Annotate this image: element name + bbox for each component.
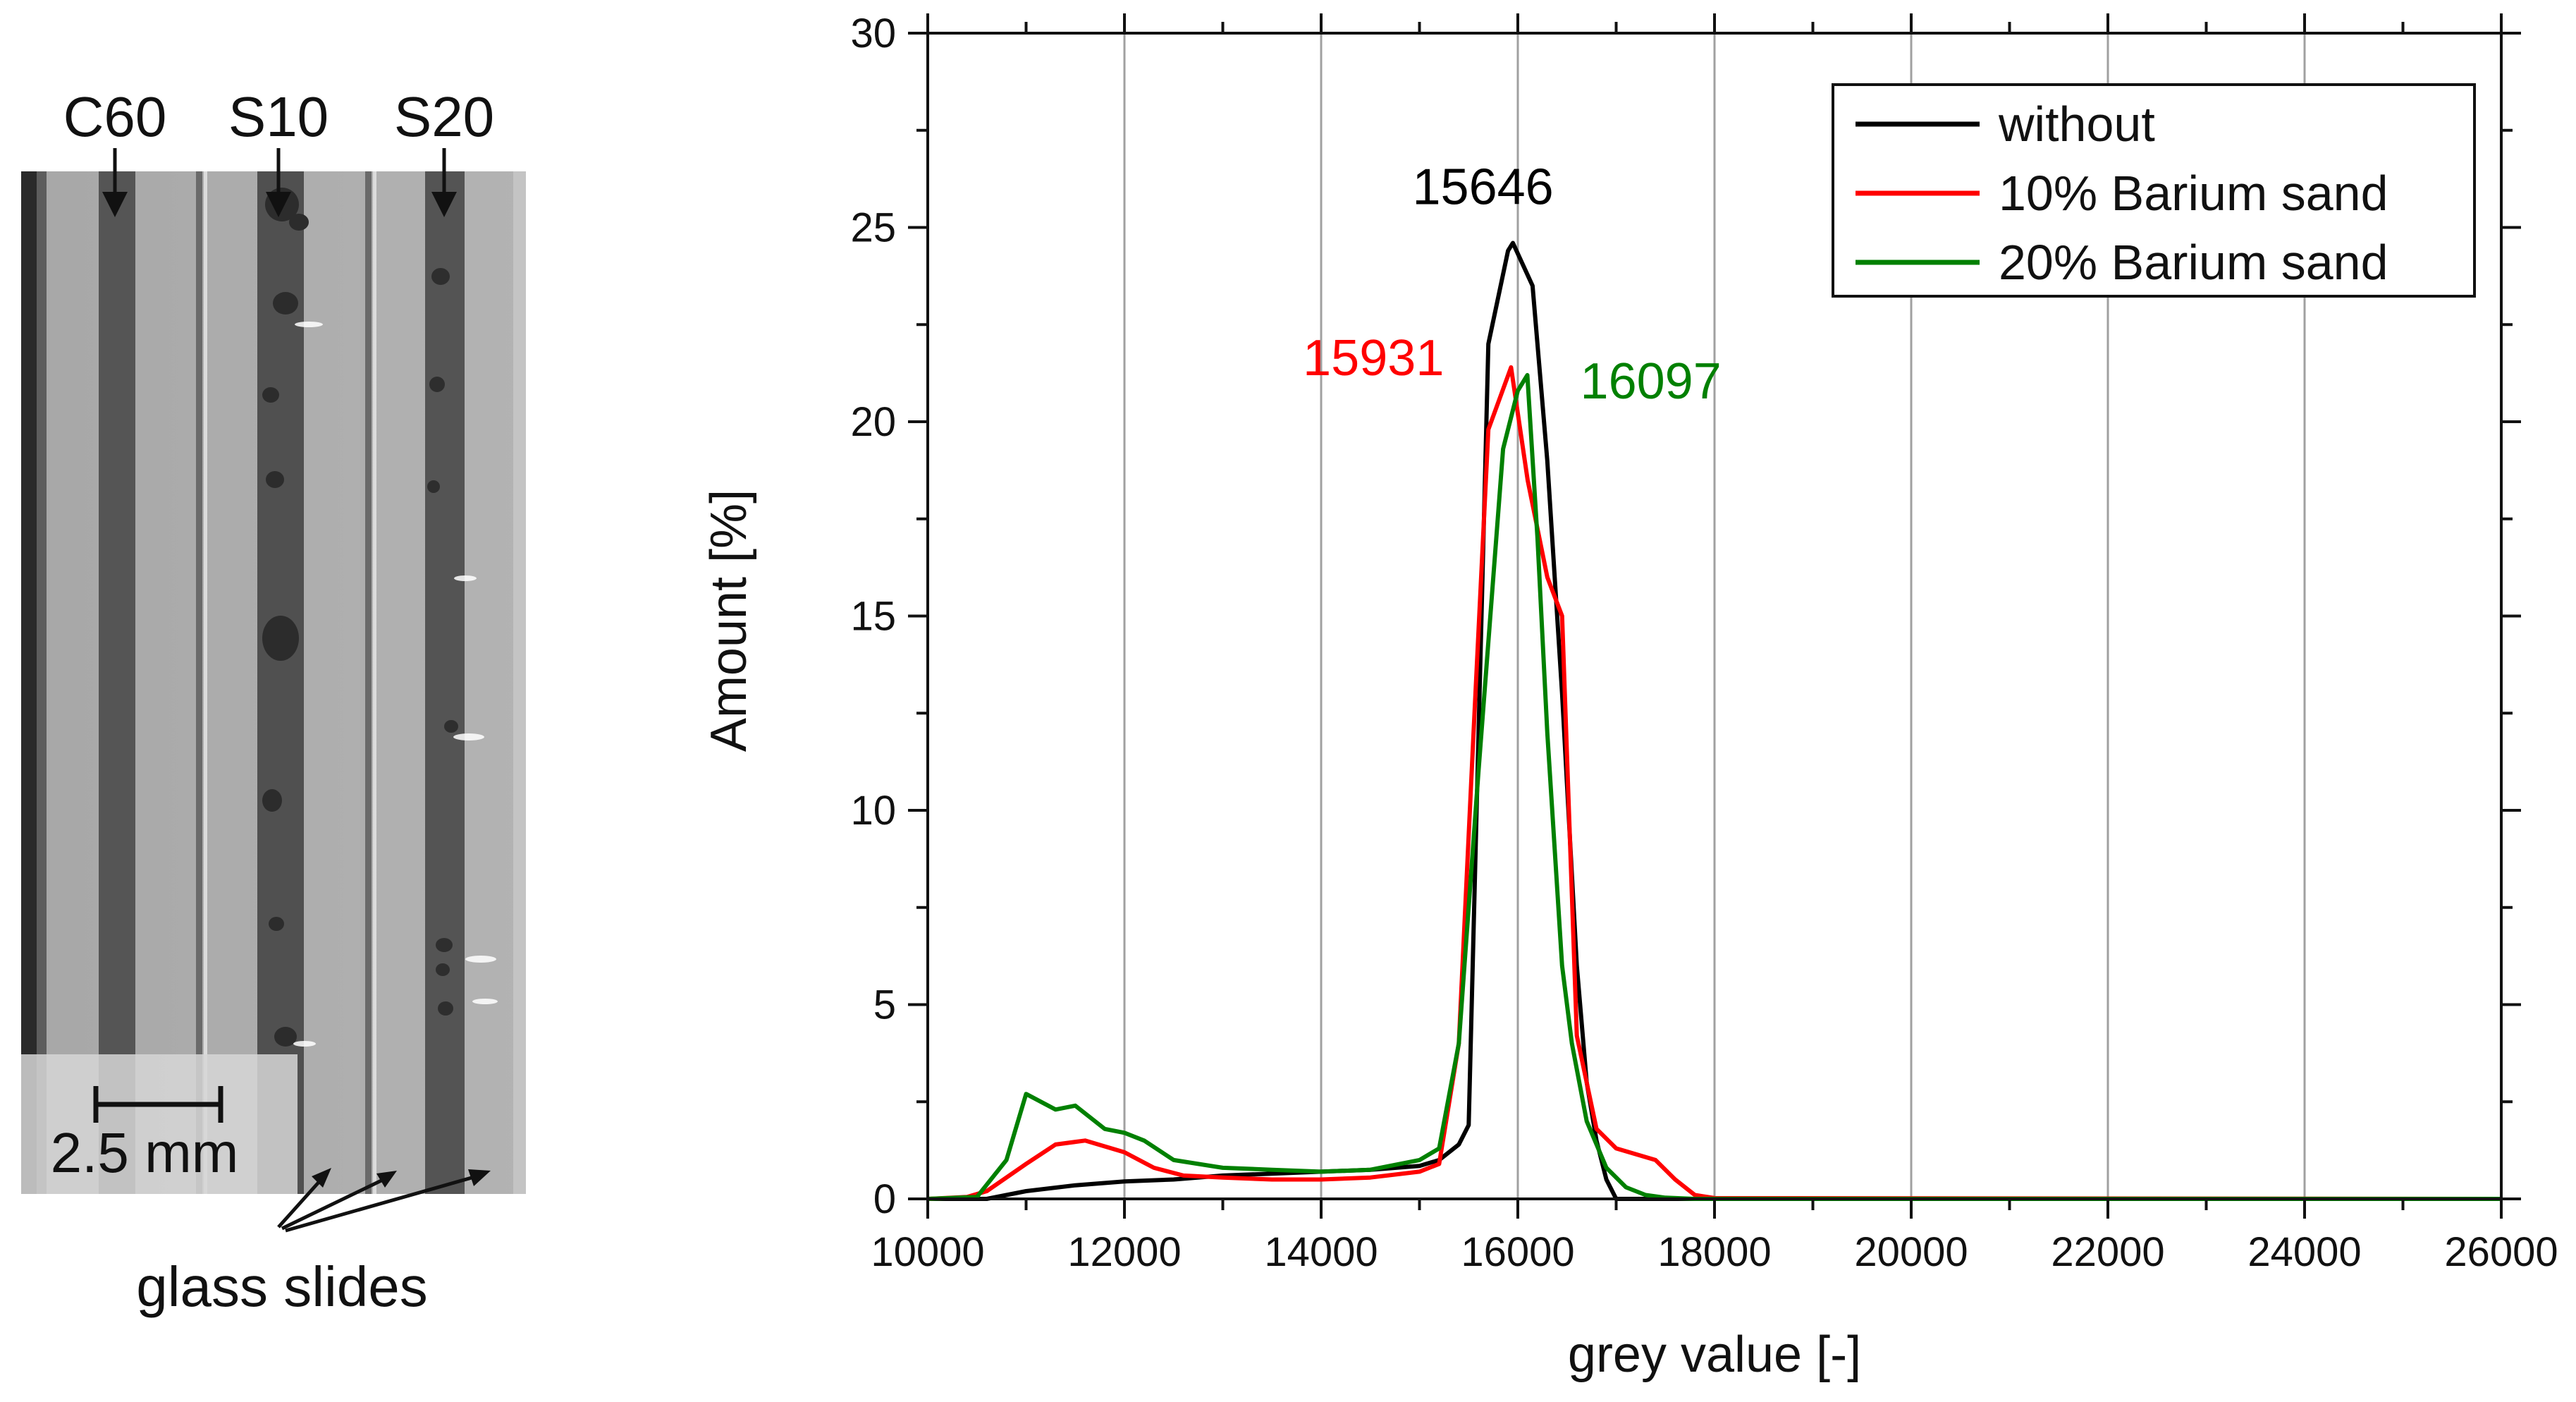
y-tick-label: 30 [850,11,896,56]
scale-bar-label: 2.5 mm [51,1121,239,1184]
y-tick-label: 0 [873,1176,896,1222]
scale-bar-panel [21,1054,298,1194]
x-tick-label: 22000 [2051,1229,2164,1275]
x-axis-label: grey value [-] [1568,1327,1861,1383]
y-tick-label: 10 [850,788,896,834]
y-tick-label: 15 [850,594,896,640]
series-line-20-barium-sand [927,372,2501,1201]
sample-label-c60: C60 [63,85,167,148]
sample-label-s20: S20 [394,85,494,148]
y-tick-label: 20 [850,399,896,445]
glass-slides-label: glass slides [136,1255,428,1318]
sample-arrows [102,148,457,217]
series-lines [927,240,2502,1201]
x-tick-label: 16000 [1461,1229,1574,1275]
legend-label: without [1998,97,2155,152]
legend: without 10% Barium sand 20% Barium sand [1832,83,2476,298]
y-axis: 0 5 10 15 20 25 30 [850,11,2521,1222]
x-tick-label: 12000 [1067,1229,1181,1275]
y-tick-label: 5 [873,982,896,1028]
peak-annotation: 16097 [1581,353,1722,410]
peak-annotation: 15646 [1413,159,1554,215]
y-tick-label: 25 [850,205,896,251]
scale-bar [93,1086,223,1123]
legend-label: 20% Barium sand [1999,235,2388,290]
y-axis-label: Amount [%] [701,489,757,752]
peak-annotations: 15646 15931 16097 [1303,159,1722,410]
ct-micrograph: 2.5 mm C60 S10 S20 glass slides [21,85,526,1318]
x-tick-label: 10000 [871,1229,984,1275]
x-tick-label: 14000 [1264,1229,1378,1275]
x-tick-label: 20000 [1854,1229,1968,1275]
legend-label: 10% Barium sand [1999,166,2388,221]
x-tick-label: 18000 [1657,1229,1771,1275]
x-tick-label: 26000 [2444,1229,2558,1275]
x-tick-label: 24000 [2247,1229,2361,1275]
glass-slide-arrows [277,1168,491,1233]
histogram-chart: 10000 12000 14000 16000 18000 20000 22000 24000… [701,11,2558,1383]
sample-label-s10: S10 [228,85,329,148]
peak-annotation: 15931 [1303,330,1444,386]
x-axis: 10000 12000 14000 16000 18000 20000 22000 24000… [871,13,2558,1275]
